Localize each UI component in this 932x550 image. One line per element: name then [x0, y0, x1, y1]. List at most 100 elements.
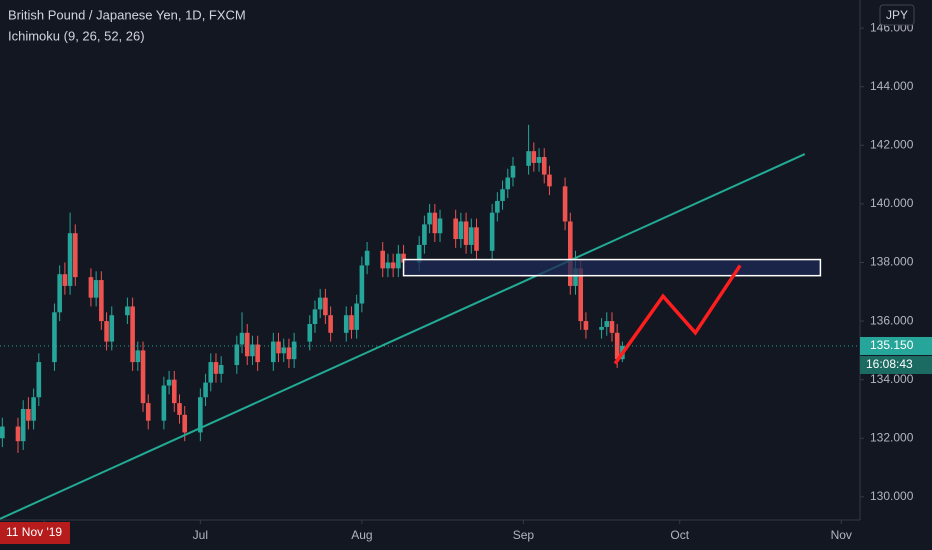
x-tick-label: Nov	[831, 528, 852, 542]
last-price-badge	[860, 336, 932, 355]
candle-body	[218, 365, 224, 374]
candle-body	[541, 157, 547, 175]
candle-body	[72, 233, 78, 278]
candle-body	[578, 268, 584, 322]
candle-body	[234, 344, 240, 366]
candle-body	[453, 218, 458, 240]
y-tick-label: 140.000	[870, 196, 914, 210]
y-tick-label: 132.000	[870, 430, 914, 444]
candle-body	[614, 332, 620, 360]
candle-body	[531, 151, 537, 163]
candle-body	[609, 321, 615, 333]
chart-title: British Pound / Japanese Yen, 1D, FXCM	[8, 7, 246, 22]
drawing-rectangle	[402, 258, 822, 277]
candle-body	[208, 362, 214, 383]
candle-body	[432, 212, 438, 234]
candle-body	[562, 186, 568, 222]
candle-body	[36, 362, 42, 398]
candle-body	[67, 233, 73, 286]
candle-body	[0, 426, 5, 439]
axes: 130.000 132.000 134.000 136.000 138.000 140.0…	[0, 20, 932, 544]
candle-body	[15, 426, 21, 442]
candle-body	[62, 274, 68, 286]
candle-body	[171, 379, 177, 404]
y-tick-label: 142.000	[870, 137, 914, 151]
candle-body	[276, 341, 281, 354]
candle-body	[125, 306, 130, 316]
candle-body	[463, 221, 469, 245]
candle-body	[536, 157, 542, 163]
indicator-label: Ichimoku (9, 26, 52, 26)	[8, 28, 145, 43]
candle-body	[135, 350, 141, 363]
candle-body	[88, 277, 94, 298]
candle-body	[31, 397, 36, 421]
candle-body	[328, 315, 333, 333]
candle-body	[437, 218, 443, 234]
candle-body	[130, 306, 135, 363]
last-price-label: 135.150	[870, 338, 914, 352]
candle-body	[145, 403, 151, 421]
x-tick-label: Oct	[670, 528, 689, 542]
candle-body	[567, 221, 573, 286]
candle-body	[359, 265, 365, 304]
candle-body	[203, 382, 208, 398]
candle-body	[317, 297, 323, 310]
candle-body	[255, 344, 260, 363]
candle-body	[140, 350, 146, 404]
candle-body	[547, 174, 552, 187]
candle-body	[396, 253, 401, 269]
candle-body	[312, 309, 318, 325]
candle-body	[270, 341, 276, 363]
currency-button[interactable]	[879, 4, 915, 26]
candle-body	[422, 224, 427, 245]
candle-body	[343, 315, 349, 333]
drawing-line	[0, 153, 806, 520]
candle-body	[281, 347, 287, 354]
candle-body	[500, 189, 505, 201]
candle-body	[474, 227, 479, 251]
candle-body	[323, 297, 328, 316]
candle-body	[583, 321, 589, 330]
x-tick-label: Aug	[351, 528, 372, 542]
candle-body	[166, 379, 172, 386]
price-axis	[860, 0, 932, 550]
candle-body	[510, 165, 516, 178]
candle-body	[489, 212, 495, 251]
candle-body	[427, 212, 432, 225]
candle-body	[416, 244, 422, 263]
candle-body	[250, 344, 255, 357]
candle-body	[177, 403, 182, 415]
candle-body	[468, 227, 474, 245]
y-tick-label: 136.000	[870, 313, 914, 327]
candle-body	[99, 280, 104, 322]
y-tick-label: 134.000	[870, 372, 914, 386]
candle-body	[526, 151, 531, 166]
candle-body	[380, 250, 386, 269]
candle-body	[93, 280, 99, 298]
candle-body	[390, 262, 396, 269]
crosshair-date: 11 Nov '19	[6, 525, 62, 539]
candle-body	[57, 274, 62, 313]
candle-body	[182, 414, 188, 433]
candle-body	[495, 200, 500, 213]
currency-label[interactable]: JPY	[886, 8, 908, 22]
candle-body	[26, 408, 31, 421]
candle-body	[401, 253, 406, 263]
candle-body	[354, 303, 359, 330]
x-tick-label: Jul	[193, 528, 208, 542]
candle-body	[104, 321, 109, 342]
candle-body	[505, 177, 511, 190]
candle-body	[291, 341, 297, 360]
candle-body	[213, 362, 219, 374]
candle-body	[385, 262, 391, 269]
candle-body	[239, 332, 245, 345]
candle-body	[458, 221, 464, 240]
countdown-badge	[860, 355, 932, 374]
candle-body	[109, 315, 115, 342]
candle-body	[307, 324, 313, 342]
candle-body	[599, 326, 604, 330]
y-tick-label: 144.000	[870, 79, 914, 93]
candle-body	[198, 397, 203, 433]
